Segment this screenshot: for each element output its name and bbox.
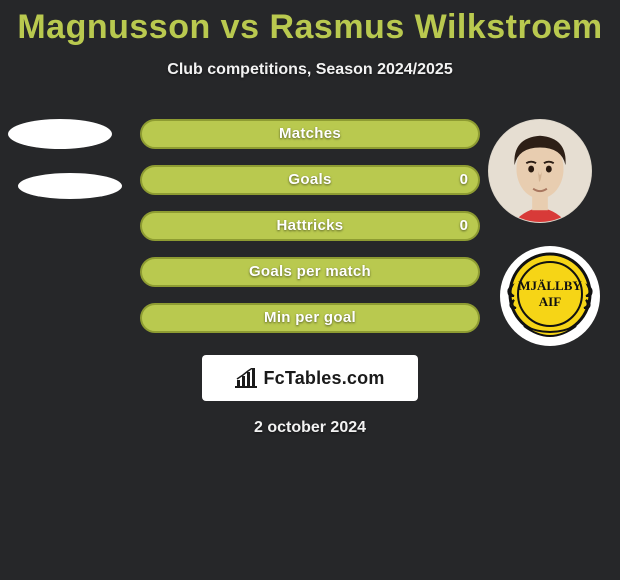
- stat-row: Goals0: [140, 165, 480, 195]
- brand-text: FcTables.com: [263, 368, 384, 389]
- stat-value-right: 0: [460, 165, 468, 195]
- stat-row: Hattricks0: [140, 211, 480, 241]
- stat-row: Goals per match: [140, 257, 480, 287]
- stat-label: Goals per match: [140, 257, 480, 287]
- player-left-avatar-placeholder: [8, 119, 112, 149]
- svg-text:MJÄLLBY: MJÄLLBY: [518, 278, 582, 293]
- stat-label: Matches: [140, 119, 480, 149]
- stat-row: Matches: [140, 119, 480, 149]
- club-crest-icon: MJÄLLBY AIF: [500, 246, 600, 346]
- team-left-badge-placeholder: [18, 173, 122, 199]
- stat-value-right: 0: [460, 211, 468, 241]
- player-face-icon: [489, 119, 591, 223]
- stat-label: Hattricks: [140, 211, 480, 241]
- bar-chart-icon: [235, 368, 257, 388]
- page-title: Magnusson vs Rasmus Wilkstroem: [0, 0, 620, 47]
- svg-text:AIF: AIF: [539, 294, 561, 309]
- subtitle: Club competitions, Season 2024/2025: [0, 61, 620, 79]
- team-right-badge: MJÄLLBY AIF: [500, 246, 600, 346]
- stat-row: Min per goal: [140, 303, 480, 333]
- stat-label: Goals: [140, 165, 480, 195]
- brand-box: FcTables.com: [202, 355, 418, 401]
- player-right-avatar: [488, 119, 592, 223]
- date-text: 2 october 2024: [0, 419, 620, 437]
- comparison-card: Magnusson vs Rasmus Wilkstroem Club comp…: [0, 0, 620, 580]
- stat-label: Min per goal: [140, 303, 480, 333]
- stats-area: MJÄLLBY AIF MatchesGoals0Hattricks0Goals…: [0, 119, 620, 333]
